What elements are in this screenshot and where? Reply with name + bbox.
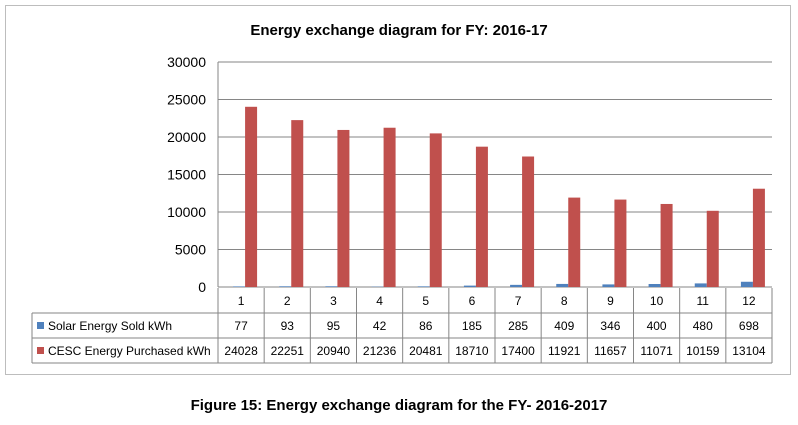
data-label-solar: 95	[327, 319, 341, 333]
legend-label-cesc: CESC Energy Purchased kWh	[48, 344, 211, 358]
x-category-label: 8	[561, 294, 568, 308]
bar-solar	[694, 283, 707, 287]
x-category-label: 7	[515, 294, 522, 308]
bar-solar	[463, 285, 476, 287]
bar-solar	[279, 286, 292, 287]
legend-key-cesc	[37, 347, 44, 354]
bar-solar	[740, 281, 753, 287]
figure-caption: Figure 15: Energy exchange diagram for t…	[190, 397, 608, 414]
bar-solar	[602, 284, 615, 287]
data-label-solar: 409	[554, 319, 574, 333]
bar-solar	[510, 284, 523, 287]
bar-solar	[325, 286, 338, 287]
data-label-cesc: 18710	[455, 344, 489, 358]
data-label-solar: 185	[462, 319, 482, 333]
x-category-label: 1	[238, 294, 245, 308]
bar-cesc	[752, 188, 765, 287]
data-label-solar: 400	[647, 319, 667, 333]
y-tick-label: 20000	[167, 129, 206, 145]
data-label-solar: 42	[373, 319, 387, 333]
bar-solar	[556, 283, 569, 287]
bar-cesc	[660, 203, 673, 287]
x-category-label: 5	[422, 294, 429, 308]
bar-cesc	[475, 146, 488, 287]
bar-cesc	[245, 106, 258, 287]
data-label-solar: 346	[600, 319, 620, 333]
x-category-label: 9	[607, 294, 614, 308]
bar-cesc	[706, 210, 719, 287]
data-label-cesc: 24028	[224, 344, 258, 358]
y-tick-label: 5000	[175, 242, 206, 258]
bar-cesc	[522, 156, 535, 287]
data-label-cesc: 22251	[271, 344, 305, 358]
data-label-cesc: 17400	[501, 344, 535, 358]
x-category-label: 2	[284, 294, 291, 308]
chart-title: Energy exchange diagram for FY: 2016-17	[250, 22, 548, 39]
bar-solar	[233, 286, 246, 287]
bar-cesc	[291, 120, 304, 288]
x-category-label: 4	[376, 294, 383, 308]
data-label-solar: 77	[234, 319, 248, 333]
y-tick-label: 0	[198, 279, 206, 295]
data-label-solar: 480	[693, 319, 713, 333]
x-category-label: 11	[697, 294, 710, 308]
data-label-solar: 285	[508, 319, 528, 333]
data-label-cesc: 13104	[732, 344, 766, 358]
data-label-cesc: 20481	[409, 344, 443, 358]
data-label-cesc: 11657	[594, 344, 627, 358]
x-category-label: 12	[742, 294, 756, 308]
legend-key-solar	[37, 322, 44, 329]
legend-label-solar: Solar Energy Sold kWh	[48, 319, 172, 333]
data-label-cesc: 21236	[363, 344, 397, 358]
x-category-label: 6	[469, 294, 476, 308]
y-tick-label: 25000	[167, 92, 206, 108]
bar-solar	[417, 286, 430, 287]
bar-cesc	[429, 133, 442, 287]
data-label-cesc: 11921	[548, 344, 581, 358]
data-label-cesc: 10159	[686, 344, 720, 358]
bar-cesc	[383, 127, 396, 287]
x-category-label: 3	[330, 294, 337, 308]
bar-cesc	[568, 197, 581, 287]
y-tick-label: 10000	[167, 204, 206, 220]
data-label-cesc: 20940	[317, 344, 351, 358]
x-category-label: 10	[650, 294, 664, 308]
data-label-solar: 93	[281, 319, 295, 333]
bar-solar	[648, 284, 661, 287]
y-tick-label: 30000	[167, 54, 206, 70]
data-label-solar: 698	[739, 319, 759, 333]
data-label-cesc: 11071	[640, 344, 673, 358]
bar-cesc	[337, 129, 350, 287]
bar-cesc	[614, 199, 627, 287]
data-label-solar: 86	[419, 319, 433, 333]
y-tick-label: 15000	[167, 167, 206, 183]
